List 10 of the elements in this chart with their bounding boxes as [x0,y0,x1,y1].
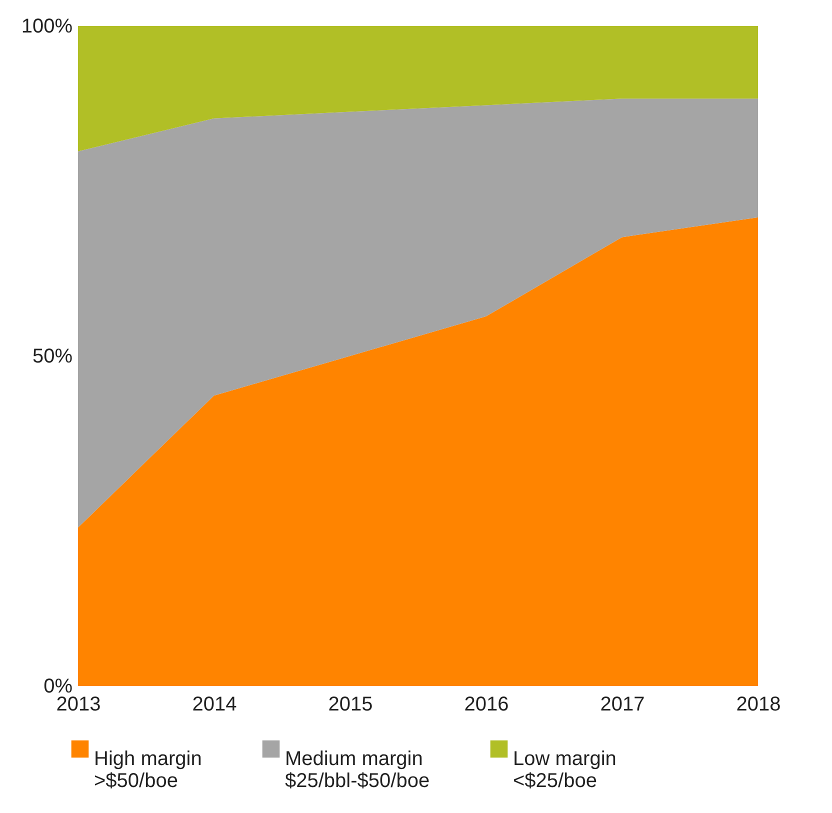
y-tick-label: 50% [32,346,73,368]
legend-label: High margin >$50/boe [94,748,202,792]
x-tick-label: 2017 [600,694,645,716]
legend-label: Low margin <$25/boe [513,748,616,792]
y-tick-label: 100% [21,16,73,38]
x-tick-label: 2014 [192,694,237,716]
x-tick-label: 2015 [328,694,373,716]
x-tick-label: 2018 [736,694,781,716]
legend-label: Medium margin $25/bbl-$50/boe [285,748,430,792]
x-tick-label: 2016 [464,694,509,716]
